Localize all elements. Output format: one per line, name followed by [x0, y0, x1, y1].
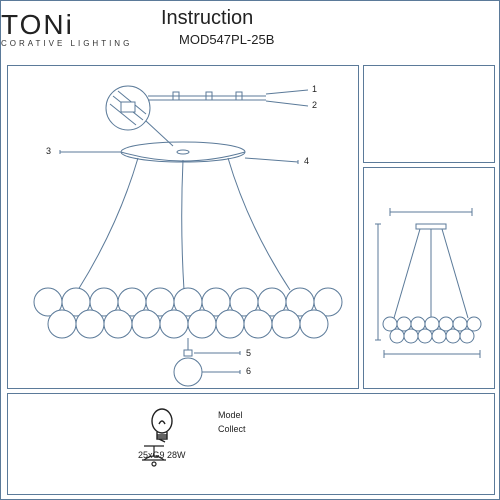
callout-5: 5: [246, 348, 251, 358]
page-frame: TONi CORATIVE LIGHTING Instruction MOD54…: [0, 0, 500, 500]
blank-panel: [363, 65, 495, 163]
callout-1: 1: [312, 84, 317, 94]
spec-strip: 25xG9 28W Model Collect: [7, 393, 495, 495]
title-block: Instruction MOD547PL-25B: [161, 7, 274, 47]
model-label: Model: [218, 408, 246, 422]
exploded-diagram-svg: [8, 66, 360, 390]
callout-6: 6: [246, 366, 251, 376]
instruction-heading: Instruction: [161, 7, 274, 30]
brand-tagline: CORATIVE LIGHTING: [1, 39, 132, 48]
side-view-panel: [363, 167, 495, 389]
spec-info: Model Collect: [218, 408, 246, 437]
callout-4: 4: [304, 156, 309, 166]
brand-name: TONi: [1, 9, 132, 41]
side-view-svg: [364, 168, 496, 390]
exploded-diagram-panel: 1 2 3 4 5 6: [7, 65, 359, 389]
fixture-glyph: [138, 442, 170, 475]
callout-3: 3: [46, 146, 51, 156]
model-code: MOD547PL-25B: [179, 32, 274, 47]
collection-label: Collect: [218, 422, 246, 436]
callout-2: 2: [312, 100, 317, 110]
brand-block: TONi CORATIVE LIGHTING: [1, 9, 132, 48]
